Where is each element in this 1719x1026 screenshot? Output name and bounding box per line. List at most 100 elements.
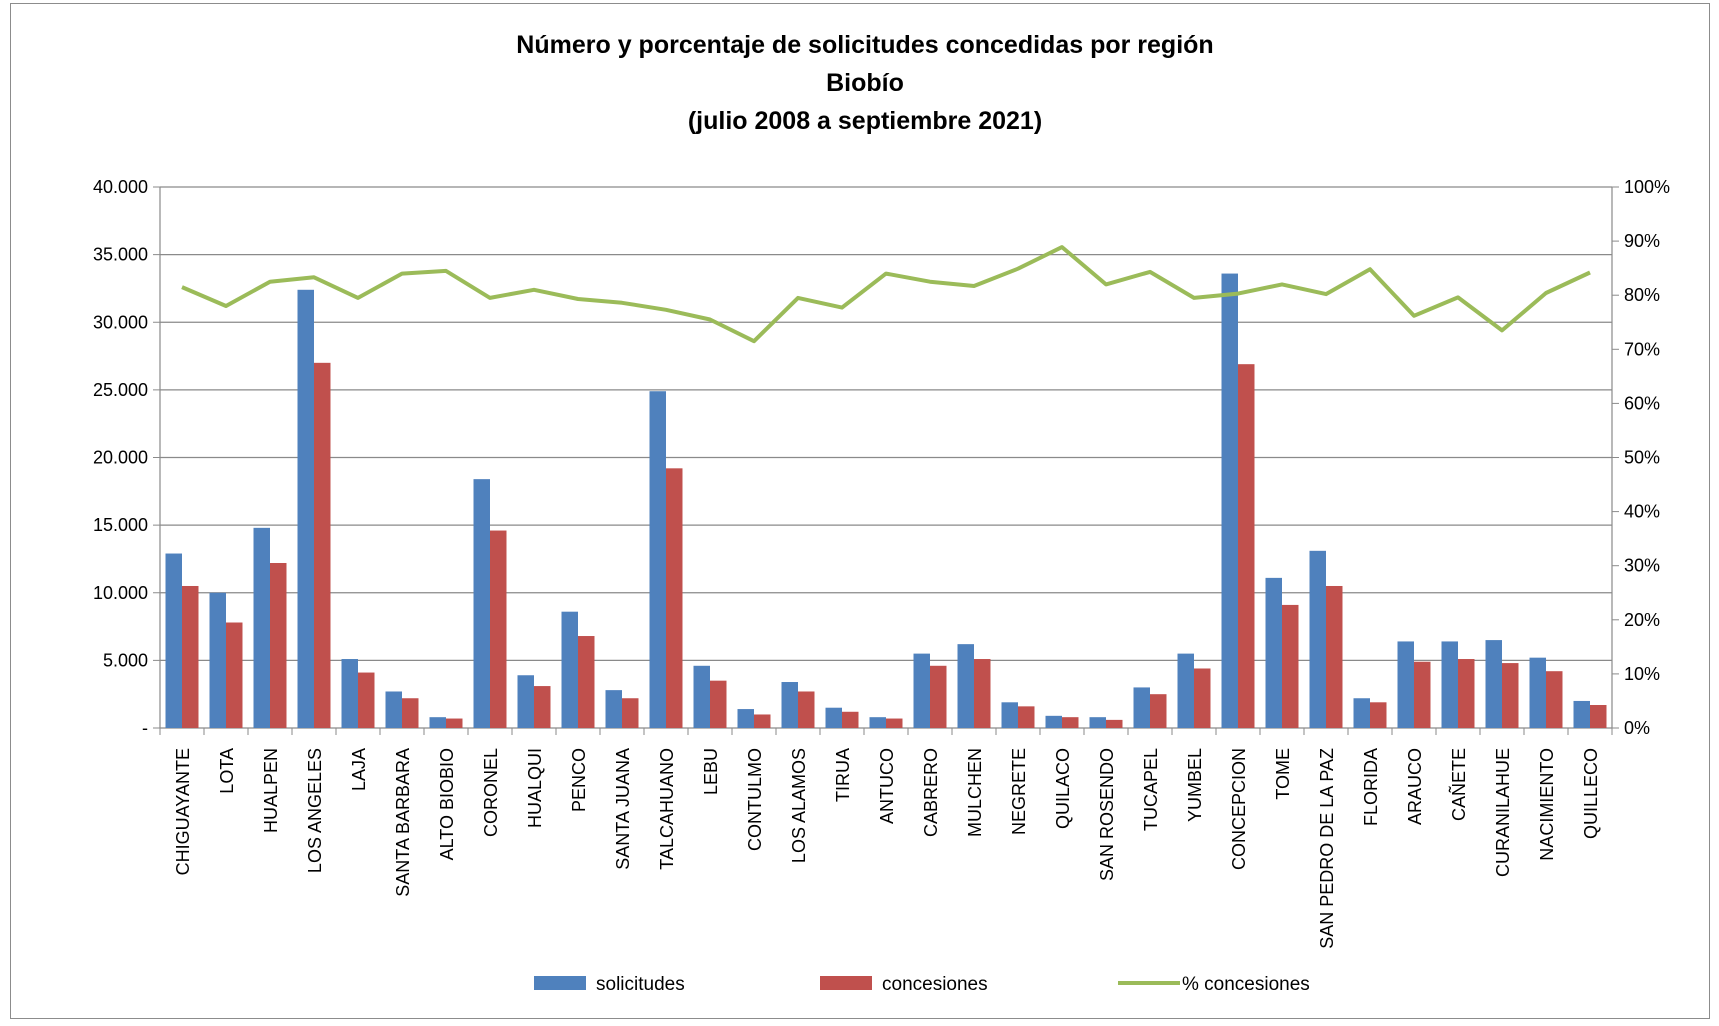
- chart-title-line-1: Número y porcentaje de solicitudes conce…: [516, 31, 1213, 59]
- bar-solicitudes: [517, 675, 534, 728]
- bar-solicitudes: [385, 691, 402, 728]
- bar-solicitudes: [605, 690, 622, 728]
- chart-title-line-2: Biobío: [826, 69, 904, 97]
- bar-solicitudes: [737, 709, 754, 728]
- left-tick-label: 5.000: [103, 650, 148, 670]
- bar-concesiones: [534, 686, 551, 728]
- category-label: QUILACO: [1053, 748, 1073, 829]
- bar-concesiones: [1282, 604, 1299, 728]
- legend-label: % concesiones: [1182, 974, 1310, 995]
- legend-label: solicitudes: [596, 974, 685, 995]
- bar-concesiones: [1370, 702, 1387, 728]
- category-label: LEBU: [701, 748, 721, 795]
- bar-concesiones: [1326, 585, 1343, 728]
- bar-solicitudes: [561, 611, 578, 728]
- legend-swatch: [534, 976, 586, 990]
- bar-concesiones: [358, 672, 375, 728]
- bar-concesiones: [182, 585, 199, 728]
- bar-solicitudes: [1221, 273, 1238, 728]
- category-label: MULCHEN: [965, 748, 985, 837]
- category-label: CAÑETE: [1448, 748, 1469, 821]
- bar-solicitudes: [1045, 715, 1062, 728]
- bar-concesiones: [490, 530, 507, 728]
- category-label: SAN PEDRO DE LA PAZ: [1317, 748, 1337, 949]
- bar-solicitudes: [165, 553, 182, 728]
- bar-concesiones: [622, 698, 639, 728]
- category-label: LOS ANGELES: [305, 748, 325, 873]
- bar-concesiones: [1150, 694, 1167, 728]
- bar-solicitudes: [825, 707, 842, 728]
- category-label: ALTO BIOBIO: [437, 748, 457, 860]
- left-tick-label: 10.000: [93, 583, 148, 603]
- legend: solicitudes concesiones % concesiones: [534, 974, 1310, 995]
- category-label: CORONEL: [481, 748, 501, 837]
- bar-solicitudes: [1001, 702, 1018, 728]
- bar-concesiones: [1194, 668, 1211, 728]
- bar-concesiones: [446, 718, 463, 728]
- right-tick-label: 100%: [1624, 177, 1670, 197]
- category-label: FLORIDA: [1361, 748, 1381, 826]
- bar-solicitudes: [913, 653, 930, 728]
- bar-solicitudes: [1309, 550, 1326, 728]
- category-label: TOME: [1273, 748, 1293, 800]
- category-label: CURANILAHUE: [1493, 748, 1513, 877]
- bar-solicitudes: [1353, 698, 1370, 728]
- right-tick-label: 30%: [1624, 556, 1660, 576]
- chart-title-line-3: (julio 2008 a septiembre 2021): [688, 107, 1042, 135]
- category-label: CONTULMO: [745, 748, 765, 851]
- bar-concesiones: [974, 659, 991, 728]
- bar-concesiones: [886, 718, 903, 728]
- category-label: CONCEPCION: [1229, 748, 1249, 870]
- bar-concesiones: [578, 636, 595, 728]
- legend-label: concesiones: [882, 974, 988, 995]
- tick-labels: - 5.000 10.000 15.000 20.000 25.000 30.000 35.0…: [93, 177, 1670, 949]
- right-tick-label: 70%: [1624, 339, 1660, 359]
- bar-solicitudes: [253, 527, 270, 728]
- category-label: LAJA: [349, 748, 369, 791]
- right-tick-label: 50%: [1624, 448, 1660, 468]
- left-tick-label: 25.000: [93, 380, 148, 400]
- category-label: NEGRETE: [1009, 748, 1029, 835]
- category-label: LOS ALAMOS: [789, 748, 809, 863]
- bar-concesiones: [314, 362, 331, 728]
- legend-swatch: [820, 976, 872, 990]
- category-label: TIRUA: [833, 748, 853, 802]
- category-label: SAN ROSENDO: [1097, 748, 1117, 881]
- left-tick-label: 20.000: [93, 448, 148, 468]
- bar-concesiones: [1546, 671, 1563, 728]
- left-tick-label: 15.000: [93, 515, 148, 535]
- bar-solicitudes: [1265, 577, 1282, 728]
- bar-solicitudes: [209, 592, 226, 728]
- right-tick-label: 60%: [1624, 393, 1660, 413]
- right-tick-label: 20%: [1624, 610, 1660, 630]
- bar-concesiones: [402, 698, 419, 728]
- bar-solicitudes: [1573, 700, 1590, 728]
- chart-frame: [10, 3, 1710, 1019]
- right-tick-label: 40%: [1624, 502, 1660, 522]
- bar-concesiones: [1458, 659, 1475, 728]
- bar-concesiones: [226, 622, 243, 728]
- bar-concesiones: [710, 680, 727, 728]
- chart-title: Número y porcentaje de solicitudes conce…: [516, 31, 1213, 135]
- category-label: SANTA JUANA: [613, 748, 633, 870]
- gridlines: [160, 186, 1612, 661]
- bar-concesiones: [798, 691, 815, 728]
- bar-solicitudes: [341, 659, 358, 728]
- bar-concesiones: [1238, 364, 1255, 728]
- category-label: TUCAPEL: [1141, 748, 1161, 831]
- percent-line: [181, 245, 1591, 344]
- category-label: NACIMIENTO: [1537, 748, 1557, 861]
- category-label: CABRERO: [921, 748, 941, 837]
- bar-solicitudes: [1397, 641, 1414, 728]
- bar-concesiones: [1590, 705, 1607, 728]
- bar-concesiones: [1414, 661, 1431, 728]
- bar-solicitudes: [869, 717, 886, 728]
- left-tick-label: -: [142, 718, 148, 738]
- right-tick-label: 90%: [1624, 231, 1660, 251]
- right-tick-label: 0%: [1624, 718, 1650, 738]
- bar-solicitudes: [781, 682, 798, 728]
- bar-concesiones: [842, 711, 859, 728]
- category-label: LOTA: [217, 748, 237, 794]
- category-label: QUILLECO: [1581, 748, 1601, 839]
